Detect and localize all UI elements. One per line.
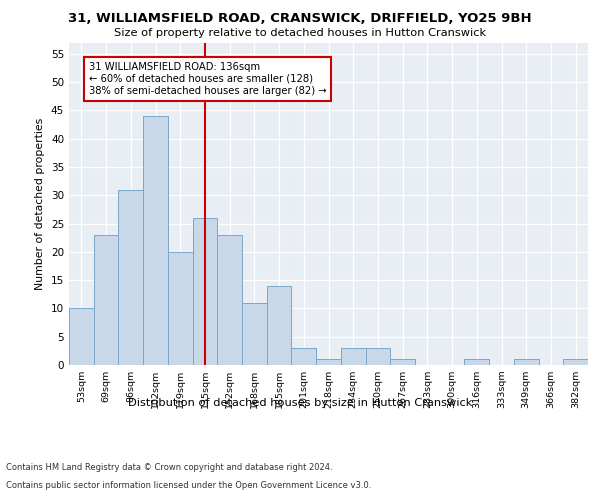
Text: Contains HM Land Registry data © Crown copyright and database right 2024.: Contains HM Land Registry data © Crown c… xyxy=(6,462,332,471)
Bar xyxy=(193,218,217,365)
Bar xyxy=(143,116,168,365)
Text: Size of property relative to detached houses in Hutton Cranswick: Size of property relative to detached ho… xyxy=(114,28,486,38)
Bar xyxy=(242,303,267,365)
Bar xyxy=(292,348,316,365)
Text: 31, WILLIAMSFIELD ROAD, CRANSWICK, DRIFFIELD, YO25 9BH: 31, WILLIAMSFIELD ROAD, CRANSWICK, DRIFF… xyxy=(68,12,532,26)
Bar xyxy=(69,308,94,365)
Bar xyxy=(94,235,118,365)
Bar xyxy=(217,235,242,365)
Bar xyxy=(464,360,489,365)
Text: Distribution of detached houses by size in Hutton Cranswick: Distribution of detached houses by size … xyxy=(128,398,472,407)
Bar xyxy=(390,360,415,365)
Bar xyxy=(341,348,365,365)
Y-axis label: Number of detached properties: Number of detached properties xyxy=(35,118,46,290)
Text: Contains public sector information licensed under the Open Government Licence v3: Contains public sector information licen… xyxy=(6,481,371,490)
Bar xyxy=(267,286,292,365)
Bar xyxy=(168,252,193,365)
Bar xyxy=(563,360,588,365)
Bar xyxy=(514,360,539,365)
Bar xyxy=(118,190,143,365)
Text: 31 WILLIAMSFIELD ROAD: 136sqm
← 60% of detached houses are smaller (128)
38% of : 31 WILLIAMSFIELD ROAD: 136sqm ← 60% of d… xyxy=(89,62,326,96)
Bar xyxy=(365,348,390,365)
Bar xyxy=(316,360,341,365)
